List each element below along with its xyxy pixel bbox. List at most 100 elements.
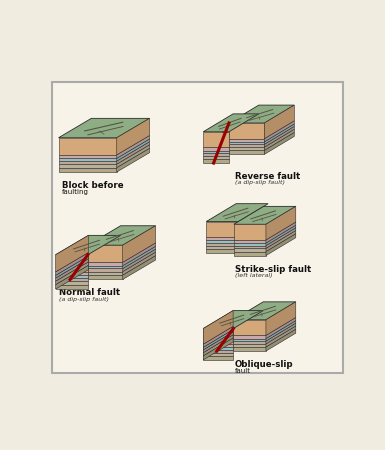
Polygon shape — [123, 243, 156, 266]
Polygon shape — [203, 335, 233, 356]
Polygon shape — [55, 284, 88, 289]
Polygon shape — [203, 344, 233, 347]
Text: Reverse fault: Reverse fault — [234, 172, 300, 181]
Polygon shape — [59, 118, 149, 138]
Polygon shape — [123, 256, 156, 279]
Polygon shape — [55, 259, 89, 281]
Polygon shape — [233, 302, 296, 320]
Polygon shape — [229, 123, 264, 139]
Polygon shape — [234, 246, 266, 248]
Polygon shape — [233, 344, 266, 347]
Polygon shape — [203, 332, 233, 353]
Polygon shape — [88, 271, 123, 275]
Polygon shape — [117, 142, 149, 164]
Polygon shape — [206, 246, 238, 249]
Polygon shape — [206, 240, 238, 243]
Polygon shape — [203, 156, 229, 159]
Text: Normal fault: Normal fault — [59, 288, 120, 297]
Polygon shape — [117, 118, 149, 155]
Polygon shape — [88, 266, 123, 269]
Polygon shape — [117, 135, 149, 158]
Polygon shape — [229, 105, 294, 123]
Polygon shape — [266, 207, 296, 240]
Polygon shape — [206, 204, 268, 221]
Polygon shape — [55, 255, 88, 272]
Polygon shape — [203, 151, 229, 153]
Polygon shape — [203, 353, 233, 356]
Polygon shape — [203, 329, 233, 350]
Polygon shape — [206, 221, 238, 237]
Polygon shape — [203, 328, 233, 344]
Polygon shape — [206, 249, 238, 253]
Text: Block before: Block before — [62, 181, 123, 190]
Polygon shape — [203, 148, 229, 151]
Polygon shape — [234, 207, 296, 224]
Polygon shape — [59, 167, 117, 172]
Polygon shape — [266, 326, 296, 347]
Polygon shape — [266, 318, 296, 338]
Polygon shape — [123, 249, 156, 271]
Polygon shape — [266, 321, 296, 341]
Polygon shape — [264, 105, 294, 139]
Polygon shape — [266, 222, 296, 243]
Polygon shape — [203, 310, 263, 328]
Polygon shape — [233, 338, 266, 341]
Polygon shape — [55, 272, 88, 275]
Polygon shape — [123, 226, 156, 262]
Polygon shape — [55, 252, 89, 275]
Polygon shape — [88, 245, 123, 262]
Polygon shape — [233, 347, 266, 351]
Polygon shape — [234, 252, 266, 256]
Polygon shape — [264, 126, 294, 147]
Polygon shape — [234, 248, 266, 252]
Polygon shape — [229, 150, 264, 154]
Text: Fault plane: Fault plane — [90, 234, 144, 253]
Polygon shape — [229, 144, 264, 147]
Polygon shape — [123, 246, 156, 269]
Polygon shape — [266, 230, 296, 252]
Polygon shape — [203, 356, 233, 360]
Polygon shape — [88, 275, 123, 279]
Polygon shape — [55, 265, 89, 289]
Polygon shape — [266, 225, 296, 246]
Polygon shape — [234, 243, 266, 246]
Polygon shape — [59, 164, 117, 167]
Polygon shape — [88, 269, 123, 271]
Polygon shape — [55, 235, 121, 255]
Polygon shape — [117, 139, 149, 161]
Text: Strike-slip fault: Strike-slip fault — [234, 265, 311, 274]
Polygon shape — [117, 148, 149, 172]
Polygon shape — [117, 145, 149, 167]
Polygon shape — [203, 132, 229, 148]
Polygon shape — [203, 153, 229, 156]
Polygon shape — [59, 158, 117, 161]
Polygon shape — [266, 323, 296, 344]
Polygon shape — [266, 234, 296, 256]
Polygon shape — [233, 341, 266, 344]
Polygon shape — [234, 240, 266, 243]
Polygon shape — [234, 224, 266, 240]
Polygon shape — [266, 228, 296, 248]
Polygon shape — [264, 129, 294, 150]
Polygon shape — [233, 335, 266, 338]
Text: fault: fault — [234, 369, 251, 374]
Polygon shape — [206, 243, 238, 246]
Polygon shape — [123, 252, 156, 275]
Polygon shape — [206, 237, 238, 240]
Polygon shape — [264, 121, 294, 142]
Polygon shape — [203, 310, 233, 344]
Polygon shape — [55, 278, 88, 281]
Polygon shape — [55, 281, 88, 284]
Polygon shape — [229, 139, 264, 142]
Polygon shape — [59, 161, 117, 164]
Polygon shape — [55, 275, 88, 278]
Polygon shape — [59, 138, 117, 155]
Polygon shape — [203, 326, 233, 347]
Polygon shape — [203, 338, 233, 360]
Text: (a dip-slip fault): (a dip-slip fault) — [59, 297, 109, 302]
Polygon shape — [203, 350, 233, 353]
Text: (left lateral): (left lateral) — [234, 273, 272, 278]
Polygon shape — [55, 262, 89, 284]
Polygon shape — [229, 142, 264, 144]
Polygon shape — [59, 155, 117, 158]
